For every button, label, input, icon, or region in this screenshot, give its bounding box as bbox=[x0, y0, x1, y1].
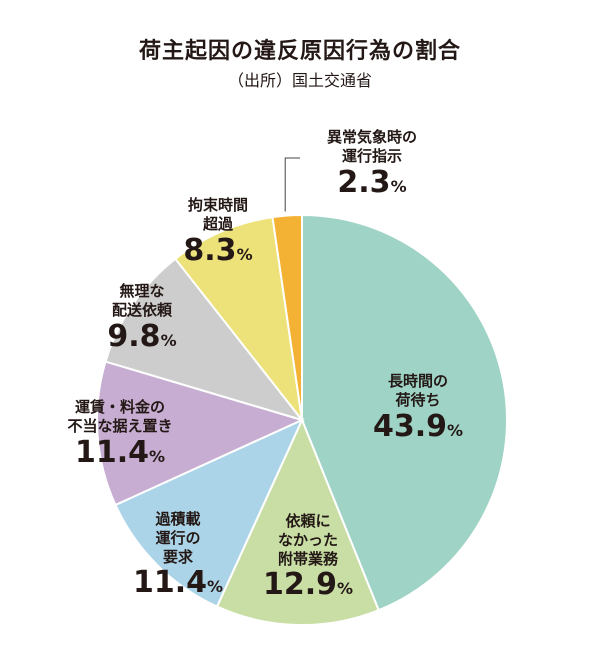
slice-name-2-2: 要求 bbox=[162, 547, 193, 566]
pie-slice-0 bbox=[301, 213, 508, 612]
slice-value-0: 43.9% bbox=[372, 408, 464, 444]
slice-value-1: 12.9% bbox=[262, 567, 354, 603]
slice-label-1: 依頼に なかった 附帯業務 12.9% bbox=[243, 512, 373, 601]
slice-unit-4: % bbox=[160, 330, 177, 350]
slice-unit-2: % bbox=[207, 577, 224, 597]
slice-name-6-1: 運行指示 bbox=[341, 146, 402, 165]
pie-slice-4 bbox=[104, 257, 305, 422]
slice-name-1-1: なかった bbox=[277, 530, 338, 549]
slice-label-0: 長時間の 荷待ち 43.9% bbox=[343, 372, 493, 443]
pie-slice-5 bbox=[173, 216, 304, 424]
pie-slice-6 bbox=[271, 213, 303, 421]
slice-name-5-1: 超過 bbox=[202, 214, 233, 233]
pie-slice-2 bbox=[114, 417, 305, 608]
slice-name-1-0: 依頼に bbox=[285, 512, 331, 530]
slice-value-5: 8.3% bbox=[183, 232, 253, 268]
slice-name-3-0: 運賃・料金の bbox=[74, 398, 165, 416]
slice-label-2: 過積載 運行の 要求 11.4% bbox=[128, 510, 228, 599]
slice-unit-6: % bbox=[390, 176, 407, 196]
slice-name-2-0: 過積載 bbox=[155, 510, 201, 528]
slice-unit-5: % bbox=[236, 244, 253, 264]
slice-label-5: 拘束時間 超過 8.3% bbox=[168, 196, 268, 267]
slice-name-4-0: 無理な bbox=[119, 282, 165, 300]
pie-slice-3 bbox=[96, 360, 305, 507]
slice-unit-3: % bbox=[149, 446, 166, 466]
slice-unit-0: % bbox=[447, 420, 464, 440]
slice-name-1-2: 附帯業務 bbox=[277, 549, 338, 568]
slice-name-0-1: 荷待ち bbox=[395, 390, 441, 409]
slice-value-2: 11.4% bbox=[132, 565, 224, 601]
slice-name-6-0: 異常気象時の bbox=[326, 128, 417, 146]
slice-value-6: 2.3% bbox=[337, 164, 407, 200]
slice-name-4-1: 配送依頼 bbox=[111, 300, 172, 319]
slice-name-2-1: 運行の bbox=[155, 528, 201, 547]
slice-value-3: 11.4% bbox=[74, 434, 166, 470]
slice-label-3: 運賃・料金の 不当な据え置き 11.4% bbox=[45, 398, 195, 469]
slice-label-6: 異常気象時の 運行指示 2.3% bbox=[302, 128, 442, 199]
slice-name-3-1: 不当な据え置き bbox=[67, 416, 173, 435]
chart-title: 荷主起因の違反原因行為の割合 bbox=[138, 39, 461, 64]
slice-label-4: 無理な 配送依頼 9.8% bbox=[87, 282, 197, 353]
leader-line bbox=[284, 157, 300, 212]
slice-unit-1: % bbox=[337, 579, 354, 599]
slice-name-0-0: 長時間の bbox=[387, 372, 448, 390]
slice-value-4: 9.8% bbox=[107, 318, 177, 354]
slice-name-5-0: 拘束時間 bbox=[187, 196, 248, 214]
pie-slice-1 bbox=[215, 417, 380, 626]
chart-source: （出所）国土交通省 bbox=[227, 71, 372, 90]
